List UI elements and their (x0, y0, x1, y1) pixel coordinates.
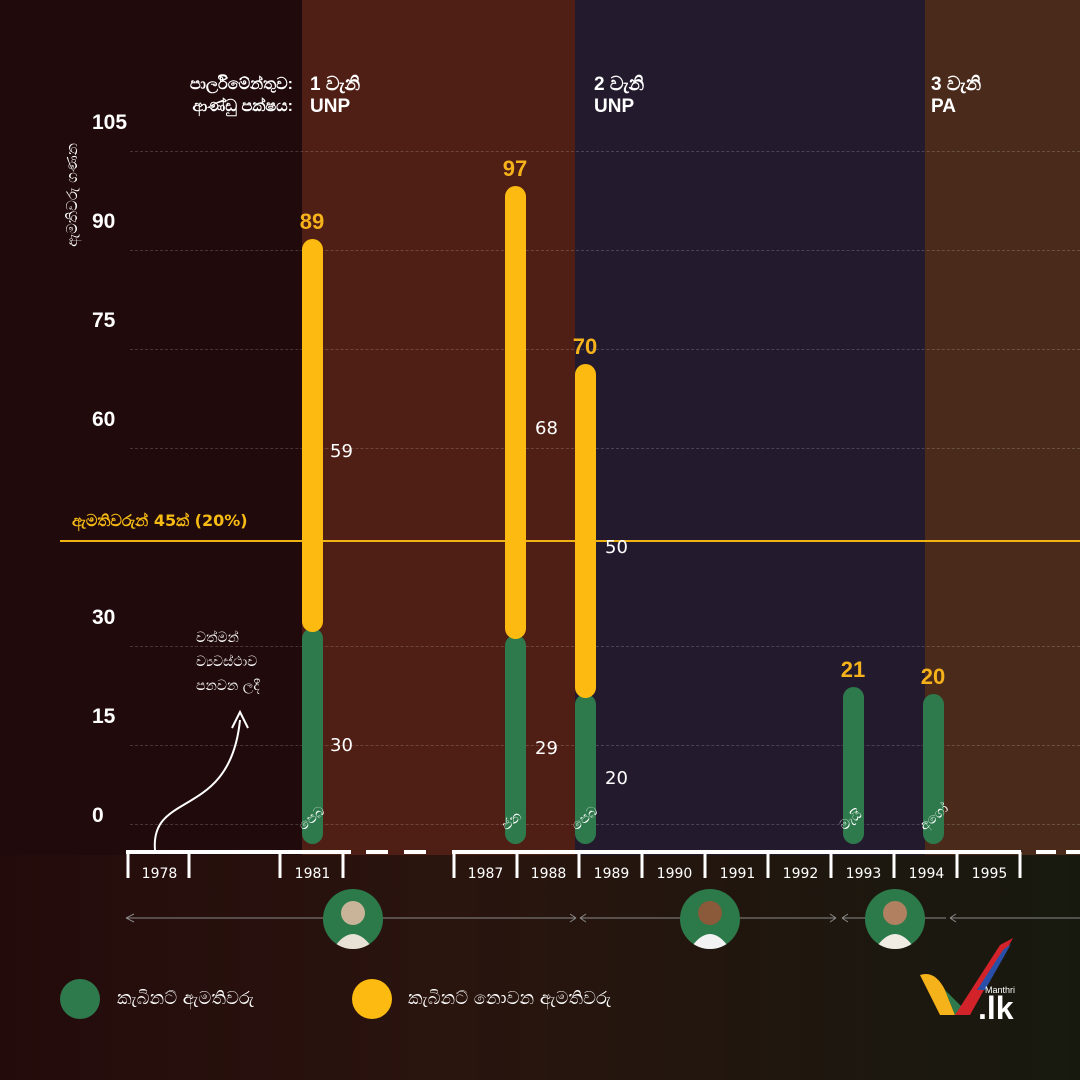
y-tick-label: 15 (92, 705, 116, 728)
year-label: 1993 (845, 866, 882, 882)
bar-cabinet (505, 634, 526, 844)
non-cabinet-value-label: 68 (535, 418, 558, 440)
person-icon (875, 901, 915, 949)
legend-non-cabinet-swatch (352, 979, 392, 1019)
person-icon (333, 901, 373, 949)
gridline (130, 824, 1080, 825)
person-icon (690, 901, 730, 949)
legend-cabinet-swatch (60, 979, 100, 1019)
year-label: 1994 (908, 866, 945, 882)
bar-total-label: 21 (840, 657, 866, 683)
parliament-2-heading: 2 වැනි UNP (594, 74, 644, 118)
cabinet-value-label: 29 (535, 738, 558, 760)
year-label: 1978 (141, 866, 178, 882)
constitution-annotation: වත්මන් ව්‍යවස්ථාව පනවන ලදී (196, 630, 260, 694)
parliament-1-heading: 1 වැනි UNP (310, 74, 360, 118)
bar-cabinet (575, 694, 596, 844)
year-label: 1995 (971, 866, 1008, 882)
cabinet-value-label: 20 (605, 768, 628, 789)
parliament-2-ordinal: 2 වැනි (594, 74, 645, 95)
bar-cabinet (843, 687, 864, 844)
non-cabinet-value-label: 50 (605, 537, 628, 558)
parliament-3-heading: 3 වැනි PA (931, 74, 981, 118)
y-tick-label: 90 (92, 210, 116, 233)
gridline (130, 646, 1080, 647)
bar-non-cabinet (575, 364, 596, 698)
parliament-2-party: UNP (594, 96, 635, 117)
bar-non-cabinet (302, 238, 323, 632)
bar-total-label: 89 (299, 208, 325, 234)
y-tick-label: 0 (92, 804, 104, 827)
annotation-arrow (153, 709, 249, 851)
gridline (130, 250, 1080, 251)
presidency-timeline (125, 913, 1080, 923)
y-tick-label: 60 (92, 408, 116, 431)
bar-cabinet (302, 628, 323, 844)
gridline (130, 745, 1080, 746)
gridline (130, 151, 1080, 152)
parliament-row-label: පාර්ලිමේන්තුව: ආණ්ඩු පක්ෂය: (189, 76, 293, 115)
year-label: 1990 (656, 866, 693, 882)
bar-total-label: 70 (572, 334, 598, 359)
threshold-line (60, 540, 1080, 542)
timeline-axis (126, 850, 1080, 878)
y-tick-label: 105 (92, 111, 128, 134)
year-label: 1991 (719, 866, 756, 882)
year-label: 1987 (467, 866, 504, 882)
y-tick-label: 30 (92, 606, 116, 629)
y-tick-label: 75 (92, 309, 116, 332)
parliament-1-party: UNP (310, 96, 351, 117)
legend-cabinet-label: කැබිනට් ඇමතිවරු (117, 988, 254, 1009)
parliament-2-band (575, 0, 925, 855)
parliament-3-party: PA (931, 96, 956, 117)
year-label: 1988 (530, 866, 567, 882)
parliament-3-ordinal: 3 වැනි (931, 74, 982, 95)
president-portrait-2 (680, 889, 740, 949)
president-portrait-3 (865, 889, 925, 949)
non-cabinet-value-label: 59 (330, 441, 353, 463)
y-axis-title: ඇමතිවරු ගණන (63, 143, 81, 247)
threshold-label: ඇමතිවරුන් 45ක් (20%) (72, 511, 248, 530)
cabinet-value-label: 30 (330, 735, 353, 756)
president-portrait-1 (323, 889, 383, 949)
year-label: 1989 (593, 866, 630, 882)
gridline (130, 448, 1080, 449)
logo-small-text: Manthri (985, 985, 1016, 995)
legend-non-cabinet-label: කැබිනට් නොවන ඇමතිවරු (408, 988, 612, 1009)
pre-parliament-band (0, 0, 302, 855)
bar-cabinet (923, 694, 944, 844)
gridline (130, 349, 1080, 350)
manthri-logo (920, 938, 1013, 1015)
parliament-3-band (925, 0, 1080, 855)
bar-non-cabinet (505, 185, 526, 639)
parliament-1-ordinal: 1 වැනි (310, 74, 361, 95)
logo-main-text: .lk (978, 990, 1014, 1026)
parliament-1-band (302, 0, 575, 855)
year-label: 1992 (782, 866, 819, 882)
bar-total-label: 20 (920, 664, 946, 689)
bar-total-label: 97 (502, 155, 528, 181)
year-label: 1981 (294, 866, 331, 882)
